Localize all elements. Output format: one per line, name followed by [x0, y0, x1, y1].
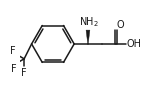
Text: NH$_2$: NH$_2$ — [79, 15, 99, 29]
Text: O: O — [117, 20, 124, 30]
Text: F: F — [10, 46, 16, 56]
Text: OH: OH — [127, 39, 142, 49]
Text: F: F — [11, 64, 16, 74]
Polygon shape — [86, 30, 90, 44]
Text: F: F — [21, 68, 26, 78]
